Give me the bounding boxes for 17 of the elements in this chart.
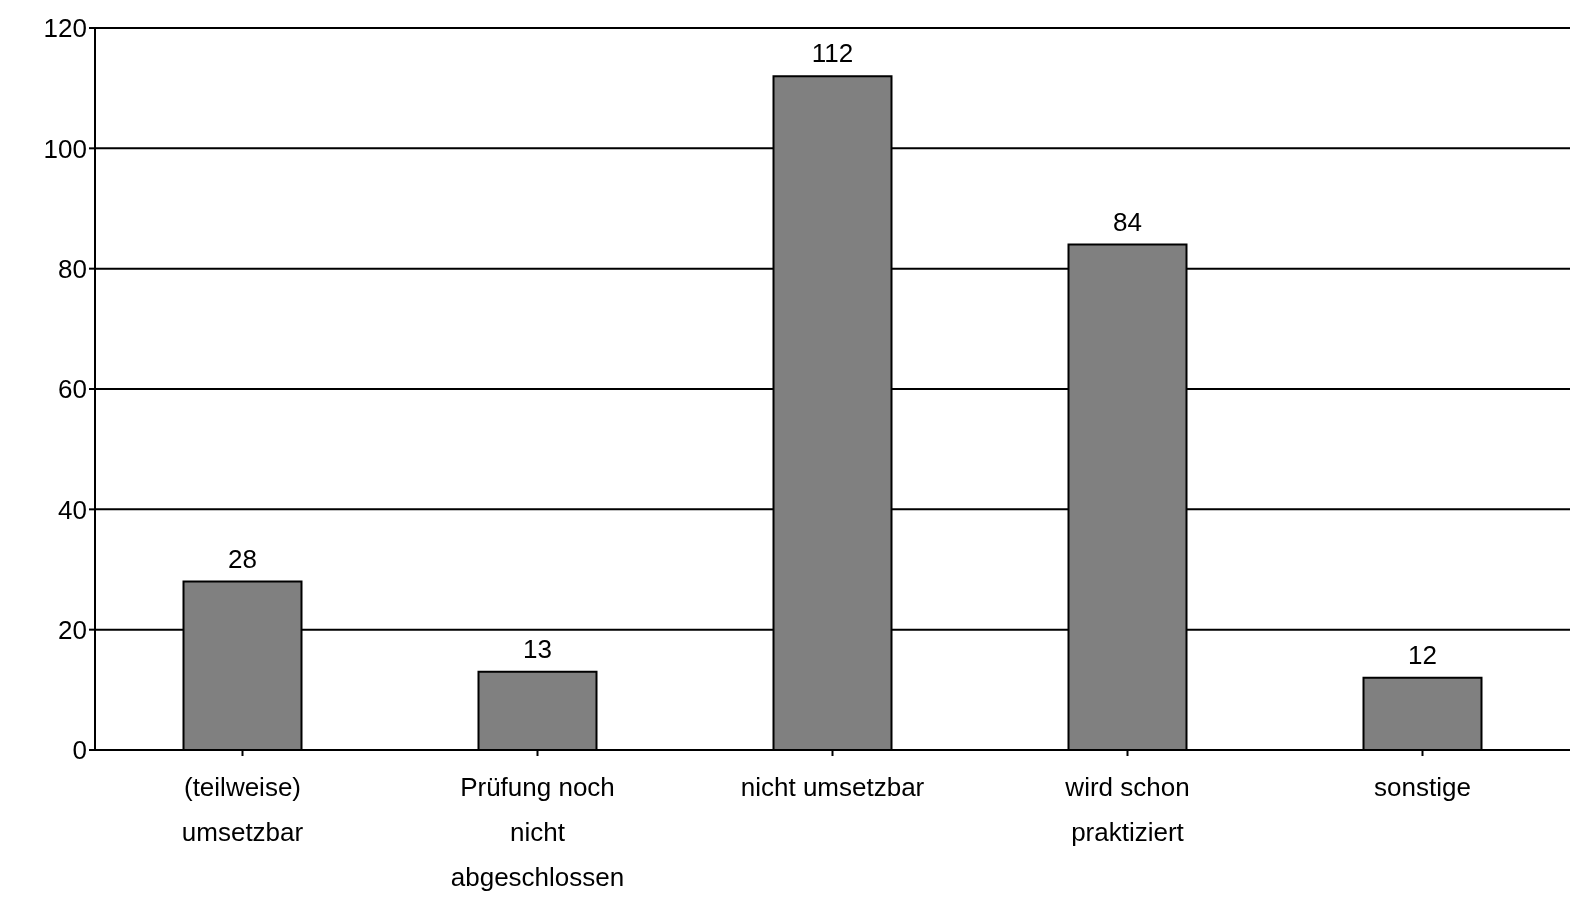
- data-label: 28: [228, 543, 257, 574]
- data-label: 84: [1113, 206, 1142, 237]
- x-tick-label: (teilweise) umsetzbar: [181, 772, 304, 847]
- y-tick-label: 20: [58, 614, 87, 645]
- data-label: 112: [811, 38, 854, 69]
- data-label: 13: [523, 633, 552, 664]
- y-tick-label: 60: [58, 374, 87, 405]
- y-tick-label: 100: [43, 133, 87, 164]
- y-tick-label: 120: [43, 13, 87, 44]
- y-tick-label: 0: [72, 735, 87, 766]
- x-tick-label: Prüfung noch nicht abgeschlossen: [450, 772, 625, 892]
- x-tick-label: wird schon praktiziert: [1064, 772, 1190, 847]
- x-tick-label: sonstige: [1374, 772, 1471, 802]
- y-tick-label: 40: [58, 494, 87, 525]
- data-label: 12: [1408, 639, 1437, 670]
- y-tick-label: 80: [58, 253, 87, 284]
- x-tick-label: nicht umsetzbar: [740, 772, 925, 802]
